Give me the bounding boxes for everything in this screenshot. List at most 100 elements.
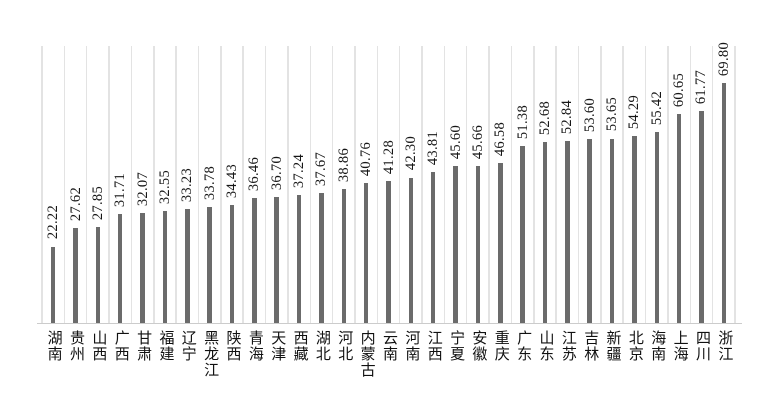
gridline	[130, 46, 133, 323]
gridline	[85, 46, 88, 323]
category-label: 河南	[403, 330, 420, 362]
bar	[676, 114, 682, 323]
gridline	[197, 46, 200, 323]
bar	[73, 228, 78, 323]
category-label: 河北	[336, 330, 353, 362]
x-axis-line	[37, 323, 742, 324]
category-label: 山西	[90, 330, 107, 362]
gridline	[63, 46, 66, 323]
category-label: 重庆	[492, 330, 509, 362]
gridline	[376, 46, 379, 323]
value-label: 54.29	[626, 95, 643, 130]
gridline	[533, 46, 535, 323]
gridline	[667, 46, 669, 323]
value-label: 40.76	[357, 141, 374, 176]
bar	[475, 166, 481, 323]
category-label: 海南	[649, 330, 666, 362]
gridline	[354, 46, 356, 323]
category-label: 湖南	[45, 330, 62, 362]
gridline	[555, 46, 557, 323]
bar	[587, 138, 592, 323]
bar	[50, 246, 56, 323]
bar	[319, 193, 324, 323]
category-label: 湖北	[313, 330, 330, 362]
gridline	[510, 46, 513, 323]
gridline	[331, 46, 334, 323]
value-label: 22.22	[44, 205, 61, 240]
value-label: 36.46	[246, 156, 263, 191]
category-label: 四川	[693, 330, 710, 362]
bar	[162, 211, 168, 323]
value-label: 43.81	[424, 131, 441, 166]
value-label: 32.07	[134, 171, 151, 206]
category-label: 江苏	[559, 330, 576, 362]
bar	[185, 208, 190, 323]
category-label: 广东	[515, 330, 532, 362]
gridline	[711, 46, 714, 323]
value-label: 37.67	[313, 152, 330, 187]
gridline	[398, 46, 401, 323]
value-label: 33.78	[201, 165, 218, 200]
bar	[363, 182, 369, 323]
value-label: 53.65	[603, 97, 620, 132]
bar	[632, 136, 637, 323]
gridline	[689, 46, 692, 323]
category-label: 西藏	[291, 330, 308, 362]
gridline	[644, 46, 647, 323]
category-label: 黑龙江	[202, 330, 219, 378]
gridline	[287, 46, 289, 323]
gridline	[108, 46, 110, 323]
gridline	[153, 46, 155, 323]
category-label: 甘肃	[135, 330, 152, 362]
category-label: 云南	[381, 330, 397, 362]
value-label: 61.77	[693, 69, 710, 104]
category-label: 宁夏	[448, 330, 465, 362]
value-label: 46.58	[492, 121, 509, 156]
bar	[430, 172, 436, 323]
category-label: 上海	[671, 330, 688, 362]
value-label: 42.30	[402, 136, 419, 171]
category-label: 广西	[112, 330, 129, 362]
bar	[609, 138, 615, 323]
value-label: 32.55	[156, 169, 173, 205]
category-label: 内蒙古	[358, 330, 375, 378]
bar	[95, 227, 101, 323]
category-label: 新疆	[604, 330, 621, 362]
value-label: 36.70	[268, 155, 285, 190]
bar	[721, 83, 727, 323]
bar	[117, 213, 123, 323]
category-label: 安徽	[470, 330, 487, 362]
value-label: 55.42	[648, 91, 665, 126]
bar	[274, 196, 279, 323]
gridline	[220, 46, 222, 323]
value-label: 41.28	[380, 139, 397, 175]
gridline	[309, 46, 311, 323]
value-label: 34.43	[223, 163, 240, 198]
value-label: 53.60	[581, 97, 598, 132]
bar	[140, 212, 145, 323]
category-label: 福建	[157, 330, 174, 362]
gridline	[175, 46, 177, 323]
value-label: 60.65	[670, 73, 687, 108]
bar	[498, 162, 503, 323]
gridline	[443, 46, 446, 323]
bar	[542, 141, 548, 323]
gridline	[734, 46, 736, 323]
gridline	[41, 46, 43, 323]
value-label: 38.86	[335, 148, 352, 183]
bar	[699, 110, 704, 323]
value-label: 33.23	[179, 167, 196, 202]
x-axis-labels: 湖南 贵州 山西 广西 甘肃 福建 辽宁 黑龙江 陕西 青海 天津 西藏 湖北 河北 内蒙古 云南 河南 江西 宁夏…	[42, 330, 735, 400]
category-label: 浙江	[716, 330, 733, 362]
value-label: 69.80	[715, 41, 732, 76]
gridline	[242, 46, 244, 323]
gridline	[264, 46, 267, 323]
bar	[252, 197, 257, 323]
bar	[520, 146, 525, 323]
value-label: 27.85	[89, 186, 106, 221]
category-label: 北京	[626, 330, 643, 362]
bar	[386, 181, 391, 323]
gridline	[577, 46, 580, 323]
gridline	[465, 46, 468, 323]
